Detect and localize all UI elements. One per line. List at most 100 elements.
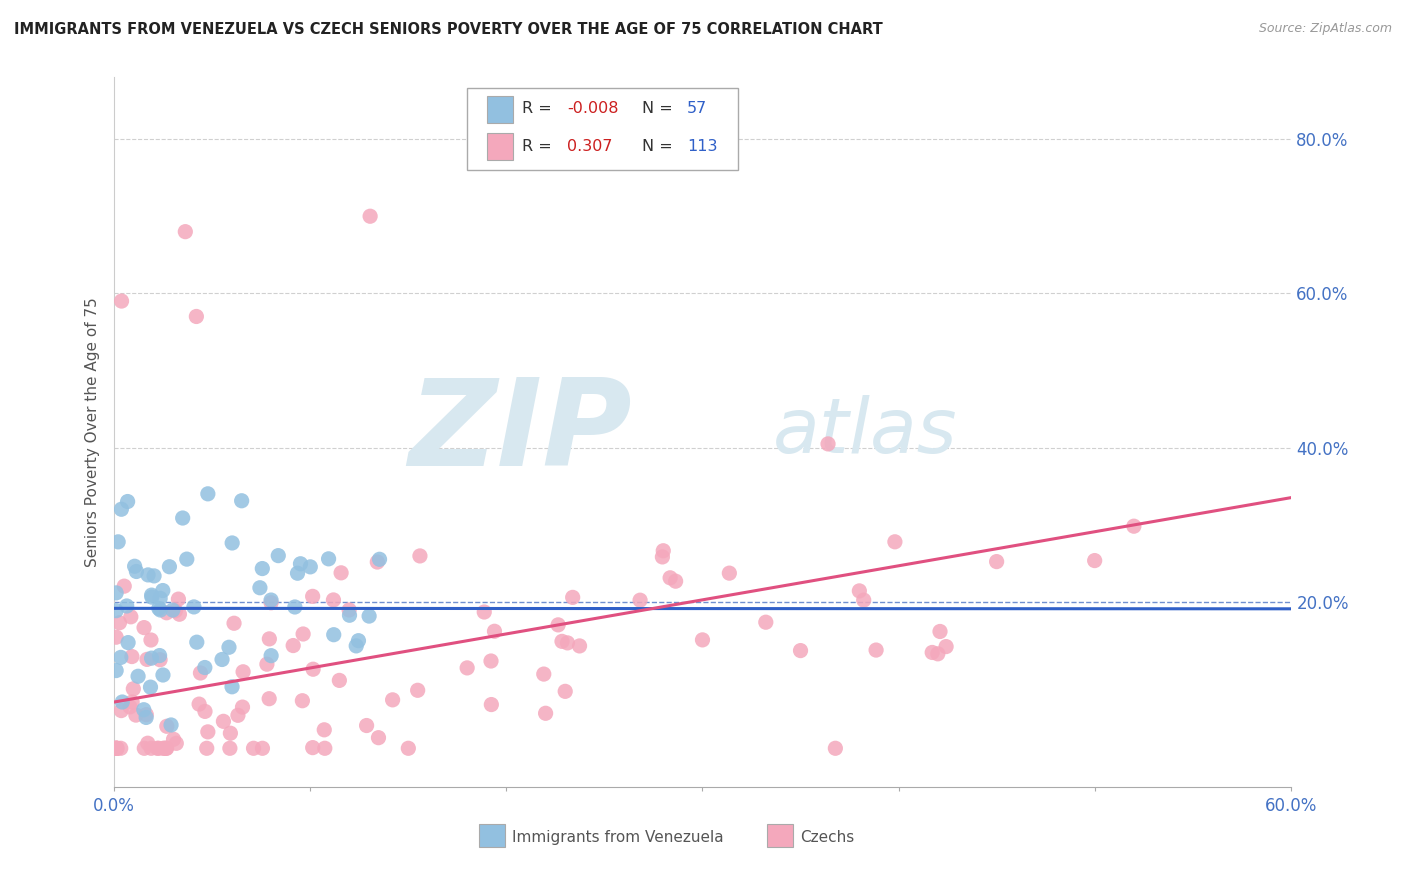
Point (986, 555, 1008, 569)
Point (359, 609, 381, 624)
Point (152, 668, 174, 682)
Point (135, 707, 157, 722)
Point (134, 741, 156, 756)
Point (219, 726, 242, 740)
Point (359, 209, 381, 223)
Text: Immigrants from Venezuela: Immigrants from Venezuela (512, 830, 724, 846)
Point (718, 566, 741, 581)
Point (865, 643, 887, 657)
Point (259, 632, 281, 646)
Point (1122, 519, 1144, 533)
Point (330, 566, 353, 580)
Point (222, 616, 245, 631)
Point (112, 579, 135, 593)
Point (484, 624, 506, 639)
Point (479, 654, 502, 668)
Point (479, 698, 502, 712)
Point (125, 565, 148, 579)
Point (110, 294, 132, 309)
Point (218, 640, 240, 655)
Point (176, 552, 198, 566)
Point (125, 708, 148, 723)
Point (257, 691, 280, 706)
Point (188, 697, 211, 711)
Point (755, 615, 778, 630)
Point (105, 586, 128, 600)
Point (557, 636, 579, 650)
Point (105, 630, 128, 644)
Point (554, 684, 576, 698)
Point (322, 593, 344, 607)
Point (169, 607, 191, 622)
FancyBboxPatch shape (467, 88, 738, 169)
Point (314, 723, 336, 737)
Point (141, 741, 163, 756)
Point (367, 731, 389, 745)
Point (194, 660, 217, 674)
Point (135, 710, 157, 724)
Text: ZIP: ZIP (408, 374, 631, 491)
Point (174, 225, 197, 239)
Point (232, 665, 254, 679)
Point (817, 437, 839, 451)
Point (141, 588, 163, 602)
Point (141, 651, 163, 665)
Point (195, 741, 218, 756)
Point (110, 502, 132, 516)
Text: Source: ZipAtlas.com: Source: ZipAtlas.com (1258, 22, 1392, 36)
Point (396, 741, 419, 756)
Point (190, 665, 212, 680)
Point (165, 736, 187, 750)
Point (152, 741, 174, 756)
Point (249, 581, 271, 595)
Point (105, 741, 128, 756)
Point (120, 609, 142, 624)
Point (183, 599, 205, 614)
Point (117, 635, 139, 649)
Text: R =: R = (523, 138, 562, 153)
Point (267, 549, 290, 563)
Text: 113: 113 (688, 138, 717, 153)
Point (127, 669, 149, 683)
Point (157, 559, 180, 574)
Point (110, 704, 132, 718)
Point (231, 493, 253, 508)
Point (115, 599, 138, 613)
Point (226, 708, 249, 723)
Point (291, 694, 314, 708)
Point (406, 683, 429, 698)
Point (197, 487, 219, 501)
Point (328, 673, 350, 688)
Point (260, 596, 283, 610)
Point (162, 732, 184, 747)
Point (347, 633, 370, 648)
Point (211, 652, 233, 666)
Point (136, 652, 159, 666)
Point (136, 568, 159, 582)
Point (852, 593, 875, 607)
Point (472, 605, 495, 619)
Point (927, 647, 949, 661)
Point (148, 601, 170, 615)
Point (456, 661, 478, 675)
Point (692, 632, 714, 647)
FancyBboxPatch shape (768, 824, 793, 847)
Point (132, 703, 155, 717)
Text: Czechs: Czechs (800, 830, 855, 846)
Point (149, 591, 172, 606)
Point (283, 639, 305, 653)
Point (301, 590, 323, 604)
Point (172, 511, 194, 525)
Point (110, 650, 132, 665)
Point (318, 551, 340, 566)
Point (260, 593, 283, 607)
Point (155, 741, 177, 756)
Point (186, 310, 208, 324)
Point (883, 534, 905, 549)
Point (149, 603, 172, 617)
Point (219, 741, 242, 756)
Point (1084, 553, 1107, 567)
Point (652, 543, 675, 558)
Point (111, 695, 134, 709)
Point (136, 736, 159, 750)
